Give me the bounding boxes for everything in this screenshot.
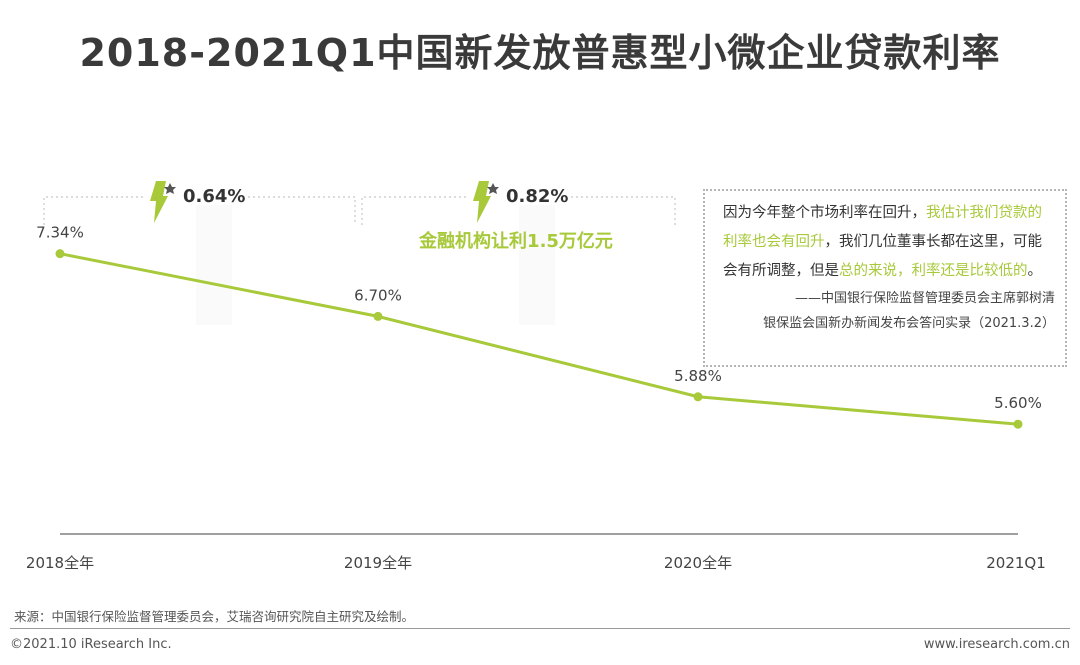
source-note: 来源：中国银行保险监督管理委员会，艾瑞咨询研究院自主研究及绘制。 bbox=[14, 609, 415, 624]
data-label: 5.60% bbox=[994, 394, 1042, 412]
quote-source-2: 银保监会国新办新闻发布会答问实录（2021.3.2） bbox=[763, 316, 1055, 331]
data-label: 6.70% bbox=[354, 286, 402, 304]
lightning-down-icon bbox=[150, 181, 168, 223]
quote-part-3: ，我们几位董事长都在这里，可能会有所调整，但是 bbox=[723, 234, 1042, 279]
drop-label: 0.64% bbox=[183, 186, 245, 207]
quote-part-5: 。 bbox=[1027, 263, 1043, 279]
x-tick-label: 2019全年 bbox=[344, 554, 412, 572]
website-link[interactable]: www.iresearch.com.cn bbox=[923, 637, 1070, 652]
lightning-down-icon bbox=[473, 181, 491, 223]
footer-divider bbox=[10, 628, 1070, 629]
page-title: 2018-2021Q1中国新发放普惠型小微企业贷款利率 bbox=[79, 31, 1001, 75]
data-point bbox=[55, 249, 65, 259]
data-label: 7.34% bbox=[36, 224, 84, 242]
x-tick-label: 2020全年 bbox=[664, 554, 732, 572]
copyright: ©2021.10 iResearch Inc. bbox=[10, 637, 172, 652]
drop-shade bbox=[519, 205, 555, 325]
x-tick-label: 2021Q1 bbox=[986, 554, 1046, 572]
drop-bracket bbox=[43, 196, 356, 225]
x-tick-label: 2018全年 bbox=[26, 554, 94, 572]
data-label: 5.88% bbox=[674, 367, 722, 385]
drop-annotations: 0.64% 0.82% bbox=[43, 181, 676, 325]
sparkle-icon bbox=[164, 183, 176, 194]
data-point bbox=[693, 392, 703, 402]
drop-shade bbox=[196, 205, 232, 325]
series-layer: 7.34% 6.70% 5.88% 5.60% bbox=[36, 224, 1042, 429]
sparkle-icon bbox=[487, 183, 499, 194]
drop-label: 0.82% bbox=[506, 186, 568, 207]
quote-source-1: ——中国银行保险监督管理委员会主席郭树清 bbox=[794, 291, 1055, 306]
quote-highlight-2: 总的来说，利率还是比较低的 bbox=[839, 263, 1028, 279]
quote-box: 因为今年整个市场利率在回升，我估计我们贷款的利率也会有回升，我们几位董事长都在这… bbox=[703, 189, 1067, 367]
quote-text: 因为今年整个市场利率在回升，我估计我们贷款的利率也会有回升，我们几位董事长都在这… bbox=[723, 199, 1055, 286]
highlight-annotation: 金融机构让利1.5万亿元 bbox=[418, 230, 613, 252]
series-line bbox=[59, 252, 1019, 426]
quote-part-1: 因为今年整个市场利率在回升， bbox=[723, 205, 926, 221]
quote-highlight-1: 我估计我们贷款的利率也会有回升 bbox=[723, 205, 1042, 250]
line-chart: 0.64% 0.82% 7.34% 6.70% 5.88% 5.60% 金融机构让利1.… bbox=[26, 181, 1046, 572]
data-point bbox=[1013, 419, 1023, 429]
data-point bbox=[373, 311, 383, 321]
